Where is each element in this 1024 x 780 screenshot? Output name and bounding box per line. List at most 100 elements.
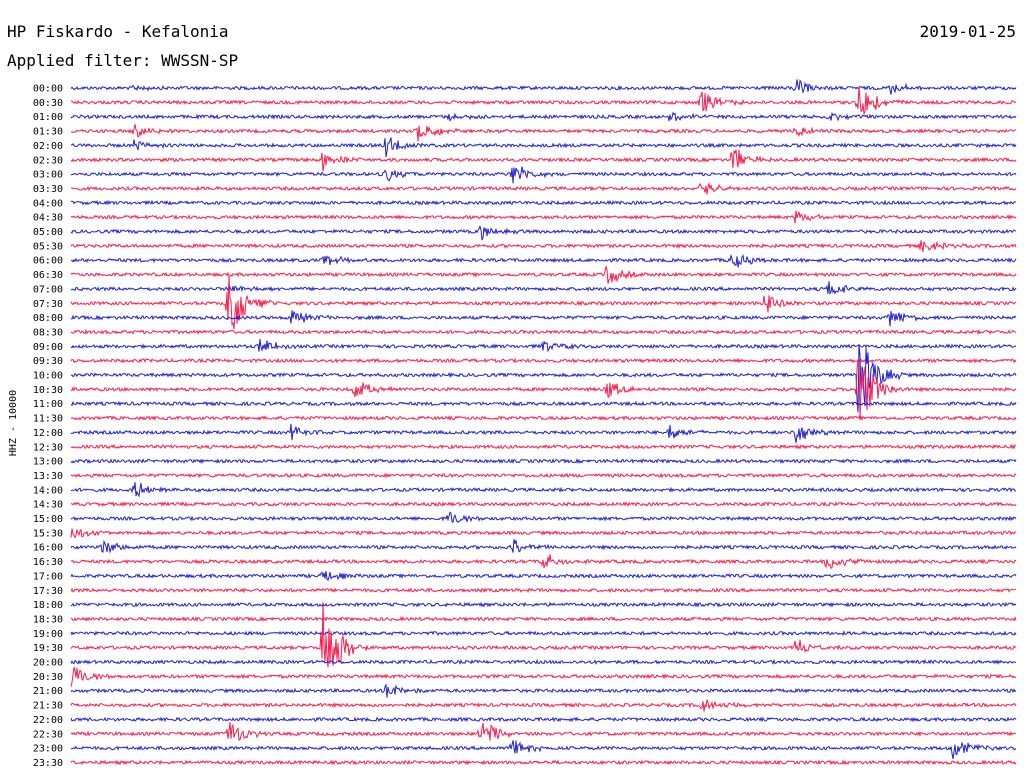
time-tick-label: 16:30 [33,557,63,568]
trace-row-0630 [70,266,1017,284]
trace-row-0230 [70,149,1017,172]
time-tick-label: 03:30 [33,184,63,195]
seismic-traces [70,79,1017,766]
channel-axis-label: HHZ - 10000 [8,390,19,456]
time-tick-label: 20:30 [33,672,63,683]
time-tick-label: 11:30 [33,414,63,425]
trace-row-0500 [70,224,1017,241]
time-tick-label: 22:30 [33,729,63,740]
trace-row-1500 [70,511,1017,523]
time-tick-label: 04:30 [33,213,63,224]
time-tick-label: 08:00 [33,313,63,324]
time-tick-label: 01:00 [33,112,63,123]
trace-row-0100 [70,111,1017,122]
trace-row-0330 [71,181,1017,195]
trace-row-0430 [70,210,1017,224]
trace-row-2230 [70,722,1017,741]
trace-row-0930 [70,357,1017,364]
trace-row-2300 [70,740,1017,760]
trace-row-1130 [70,414,1017,422]
trace-row-0130 [70,124,1017,142]
time-tick-label: 15:30 [33,528,63,539]
time-tick-label: 02:30 [33,155,63,166]
trace-row-2330 [70,759,1017,766]
trace-row-1000 [70,344,1017,413]
trace-row-2100 [70,683,1017,698]
time-tick-label: 10:00 [33,371,63,382]
trace-row-0700 [70,281,1017,296]
time-tick-label: 00:00 [33,84,63,95]
time-tick-label: 06:30 [33,270,63,281]
trace-row-1400 [70,482,1017,498]
trace-row-1230 [70,443,1017,450]
trace-row-0800 [70,310,1017,327]
station-title: HP Fiskardo - Kefalonia [7,22,229,41]
filter-label: Applied filter: WWSSN-SP [7,51,238,70]
time-tick-label: 09:00 [33,342,63,353]
time-tick-label: 14:30 [33,500,63,511]
time-tick-label: 23:00 [33,744,63,755]
time-tick-label: 05:00 [33,227,63,238]
time-tick-label: 00:30 [33,98,63,109]
time-tick-label: 02:00 [33,141,63,152]
time-tick-label: 12:30 [33,442,63,453]
trace-row-1800 [70,601,1017,608]
trace-row-1900 [70,630,1017,637]
trace-row-2030 [70,667,1016,687]
time-tick-label: 17:30 [33,586,63,597]
time-tick-label: 20:00 [33,658,63,669]
time-tick-label: 13:30 [33,471,63,482]
trace-row-1630 [70,554,1017,569]
trace-row-1530 [70,528,1017,539]
time-tick-label: 19:00 [33,629,63,640]
trace-row-1930 [70,602,1017,668]
time-tick-label: 21:30 [33,701,63,712]
time-tick-label: 13:00 [33,457,63,468]
trace-row-1700 [70,571,1017,581]
trace-row-1330 [70,472,1017,479]
time-tick-label: 09:30 [33,356,63,367]
trace-row-1830 [70,615,1017,622]
trace-row-0200 [70,137,1017,158]
trace-row-2130 [70,699,1017,712]
trace-row-0530 [70,240,1017,252]
time-tick-label: 22:00 [33,715,63,726]
time-tick-label: 10:30 [33,385,63,396]
trace-row-0000 [70,79,1017,95]
trace-row-0600 [70,253,1017,268]
time-tick-label: 03:00 [33,170,63,181]
trace-row-0730 [70,275,1017,330]
time-tick-label: 14:00 [33,485,63,496]
time-tick-label: 19:30 [33,643,63,654]
trace-row-1100 [70,400,1017,407]
time-tick-label: 21:00 [33,686,63,697]
time-tick-label: 07:00 [33,284,63,295]
trace-row-0900 [70,338,1017,353]
trace-row-1030 [70,358,1017,419]
time-tick-label: 15:00 [33,514,63,525]
time-tick-label: 11:00 [33,399,63,410]
time-tick-label: 01:30 [33,127,63,138]
trace-row-0300 [70,166,1017,184]
trace-row-1200 [70,423,1017,444]
trace-row-2000 [70,658,1016,665]
time-tick-label: 18:30 [33,614,63,625]
time-tick-label: 16:00 [33,543,63,554]
time-tick-label: 23:30 [33,758,63,769]
trace-row-0400 [70,199,1017,206]
time-tick-label: 07:30 [33,299,63,310]
trace-row-1300 [70,458,1017,465]
time-tick-label: 17:00 [33,571,63,582]
trace-row-0830 [70,328,1017,336]
trace-row-1600 [70,539,1017,554]
date-label: 2019-01-25 [920,22,1016,41]
time-tick-labels: 00:00 00:30 01:00 01:30 02:00 02:30 03:00 03:30… [33,84,63,769]
trace-row-1430 [70,501,1017,508]
time-tick-label: 18:00 [33,600,63,611]
time-tick-label: 04:00 [33,198,63,209]
time-tick-label: 12:00 [33,428,63,439]
time-tick-label: 05:30 [33,241,63,252]
trace-row-0030 [70,86,1017,115]
trace-row-1730 [70,587,1017,594]
